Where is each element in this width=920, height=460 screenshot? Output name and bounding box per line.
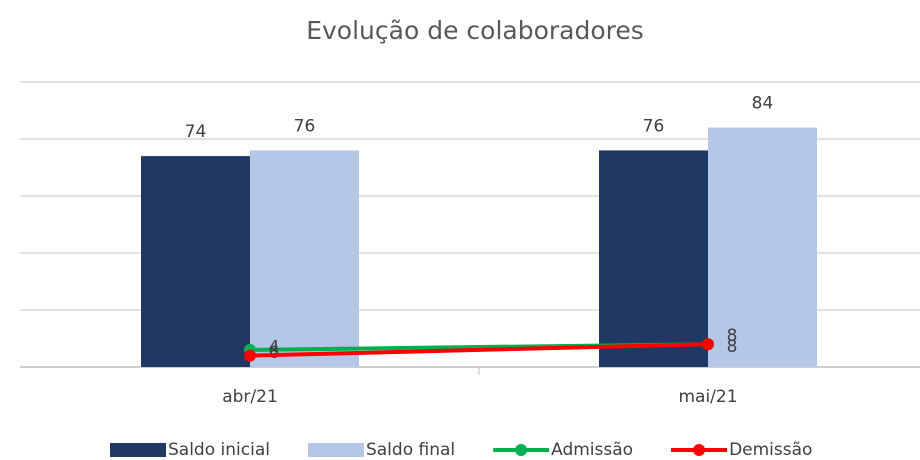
legend-swatch <box>693 444 706 456</box>
data-label: 8 <box>727 337 738 357</box>
data-label: 84 <box>752 94 774 114</box>
line-point <box>244 349 256 362</box>
line <box>249 342 709 358</box>
bar <box>250 150 359 367</box>
line-point <box>702 338 714 351</box>
bar <box>708 127 817 367</box>
data-label: 74 <box>185 122 207 142</box>
data-label: 76 <box>294 116 316 136</box>
data-label: 76 <box>643 116 665 136</box>
legend-swatch <box>515 444 528 456</box>
legend-swatch <box>307 443 364 457</box>
data-label: 4 <box>269 338 280 358</box>
legend-label: Saldo inicial <box>168 440 270 460</box>
x-tick-label: mai/21 <box>678 387 737 407</box>
legend-swatch <box>110 443 166 457</box>
x-tick-label: abr/21 <box>222 387 278 407</box>
legend-label: Demissão <box>729 440 812 460</box>
legend-label: Saldo final <box>366 440 455 460</box>
data-label: 6 <box>269 343 280 363</box>
bar <box>599 150 708 367</box>
data-label: 8 <box>727 326 738 346</box>
legend-label: Admissão <box>551 440 633 460</box>
bar <box>141 156 250 367</box>
chart-title: Evolução de colaboradores <box>306 16 644 45</box>
